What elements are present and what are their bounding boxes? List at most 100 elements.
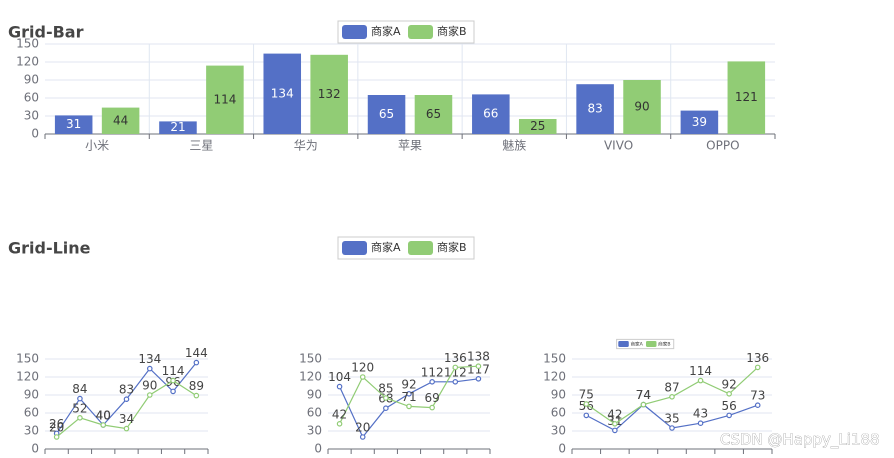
bar <box>518 119 557 134</box>
y-tick-label: 90 <box>307 388 322 402</box>
bar <box>414 95 453 134</box>
point-label: 138 <box>467 350 490 364</box>
point-label: 42 <box>332 407 347 421</box>
x-tick-label: VIVO <box>604 139 633 153</box>
point-label: 43 <box>693 407 708 421</box>
bar <box>206 65 244 134</box>
point-label: 87 <box>664 380 679 394</box>
point-label: 69 <box>425 391 440 405</box>
y-tick-label: 60 <box>307 406 322 420</box>
legend-label: 商家B <box>437 24 467 38</box>
point-label: 104 <box>328 370 351 384</box>
point <box>100 422 107 428</box>
point-label: 83 <box>119 383 134 397</box>
point <box>359 374 366 380</box>
x-tick-label: OPPO <box>706 139 739 153</box>
point-label: 112 <box>444 365 467 379</box>
x-tick-label: 苹果 <box>398 139 422 153</box>
bar-value-label: 25 <box>530 119 545 133</box>
bar <box>623 80 661 134</box>
legend-swatch <box>408 241 433 255</box>
point-label: 75 <box>579 388 594 402</box>
point <box>336 383 343 390</box>
point-label: 35 <box>664 412 679 426</box>
legend-swatch <box>408 25 433 39</box>
legend-swatch <box>618 341 629 347</box>
point <box>146 365 153 372</box>
point-label: 89 <box>189 379 204 393</box>
y-tick-label: 150 <box>299 352 322 366</box>
point <box>612 427 618 434</box>
y-tick-label: 0 <box>31 127 39 141</box>
legend-swatch <box>646 341 657 347</box>
bar-value-label: 132 <box>318 87 341 101</box>
x-tick-label: 魅族 <box>502 138 526 153</box>
point <box>726 390 732 397</box>
legend-label: 商家A <box>371 24 401 38</box>
bar-value-label: 114 <box>213 92 236 106</box>
bar-value-label: 90 <box>634 100 649 114</box>
point-label: 112 <box>421 365 444 379</box>
point <box>754 364 761 371</box>
bar-value-label: 65 <box>379 107 394 121</box>
point <box>697 420 704 427</box>
bar <box>101 107 140 134</box>
y-tick-label: 0 <box>558 442 566 456</box>
point <box>193 392 200 399</box>
point-label: 92 <box>401 377 416 391</box>
point-label: 20 <box>355 421 370 435</box>
legend-label: 商家A <box>630 341 643 348</box>
bar-value-label: 134 <box>271 86 294 100</box>
bar-value-label: 44 <box>113 113 128 127</box>
point-label: 20 <box>49 421 64 435</box>
y-tick-label: 90 <box>24 388 39 402</box>
y-tick-label: 90 <box>551 388 566 402</box>
y-tick-label: 120 <box>543 370 566 384</box>
bar <box>54 115 93 134</box>
point <box>726 412 732 419</box>
bar <box>680 110 719 134</box>
y-tick-label: 90 <box>24 73 39 87</box>
point <box>406 390 412 397</box>
y-tick-label: 150 <box>16 352 39 366</box>
point-label: 73 <box>750 389 765 403</box>
point-label: 74 <box>636 388 651 402</box>
point <box>583 401 590 407</box>
chart-title: Grid-Line <box>8 239 91 258</box>
x-tick-label: 小米 <box>85 139 109 153</box>
chart-title: Grid-Bar <box>8 23 84 42</box>
point <box>406 403 412 410</box>
bar <box>472 94 510 134</box>
legend-label: 商家B <box>437 240 467 254</box>
point-label: 85 <box>378 382 393 396</box>
point-label: 144 <box>185 346 208 360</box>
bar-value-label: 21 <box>170 120 185 134</box>
point-label: 74 <box>636 388 651 402</box>
bar <box>727 61 766 134</box>
legend-swatch <box>342 241 367 255</box>
bar <box>159 121 197 134</box>
point <box>583 412 590 419</box>
x-tick-label: 三星 <box>189 139 213 153</box>
point-label: 26 <box>49 417 64 431</box>
y-tick-label: 30 <box>24 109 39 123</box>
point <box>754 402 761 409</box>
x-tick-label: 华为 <box>294 139 318 153</box>
legend-box <box>337 20 475 44</box>
point-label: 90 <box>142 379 157 393</box>
legend-label: 商家A <box>371 240 401 254</box>
bar <box>367 95 406 134</box>
point <box>475 375 482 382</box>
point-label: 92 <box>722 377 737 391</box>
point-label: 56 <box>722 399 737 413</box>
y-tick-label: 60 <box>24 91 39 105</box>
point <box>383 395 389 401</box>
y-tick-label: 30 <box>307 424 322 438</box>
point-label: 120 <box>351 361 374 375</box>
y-tick-label: 30 <box>24 424 39 438</box>
point-label: 114 <box>689 364 712 378</box>
point-label: 84 <box>72 382 87 396</box>
point-label: 40 <box>96 409 111 423</box>
y-tick-label: 60 <box>24 406 39 420</box>
y-tick-label: 150 <box>16 37 39 51</box>
